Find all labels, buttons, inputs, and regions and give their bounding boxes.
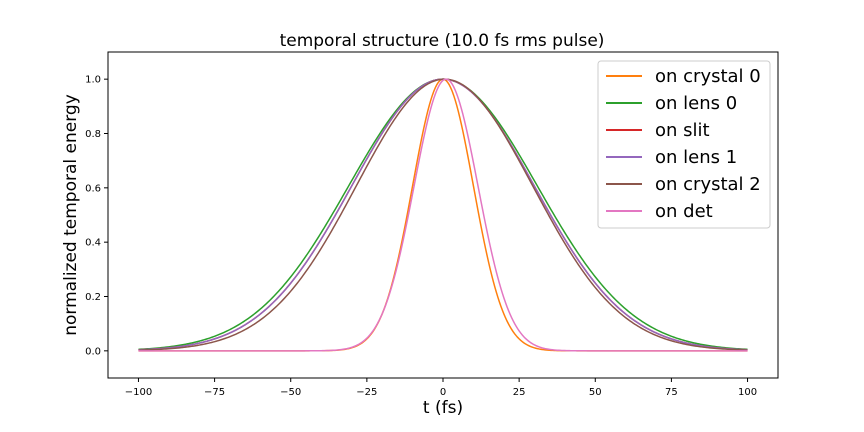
legend-label: on lens 0 — [655, 93, 737, 114]
y-tick-label: 1.0 — [85, 75, 101, 86]
x-tick-label: −50 — [280, 387, 301, 398]
x-tick-label: −100 — [125, 387, 152, 398]
y-tick-label: 0.4 — [85, 238, 101, 249]
y-tick-label: 0.8 — [85, 129, 101, 140]
legend-label: on lens 1 — [655, 147, 737, 168]
legend: on crystal 0 on lens 0 on slit on lens 1 on … — [597, 60, 771, 229]
y-tick-label: 0.6 — [85, 183, 101, 194]
y-axis-label: normalized temporal energy — [61, 94, 81, 336]
x-tick-label: −25 — [356, 387, 377, 398]
legend-label: on det — [655, 201, 713, 222]
y-tick-label: 0.0 — [85, 346, 101, 357]
x-tick-label: −75 — [204, 387, 225, 398]
legend-label: on crystal 0 — [655, 66, 761, 87]
x-tick-label: 0 — [440, 387, 446, 398]
x-tick-label: 100 — [738, 387, 757, 398]
legend-label: on slit — [655, 120, 710, 141]
x-tick-label: 25 — [513, 387, 526, 398]
x-axis: −100 −75 −50 −25 0 25 50 75 100 — [125, 378, 757, 398]
y-tick-label: 0.2 — [85, 292, 101, 303]
series-line-6 — [138, 78, 748, 352]
x-axis-label: t (fs) — [423, 398, 463, 418]
series-lines — [138, 78, 748, 352]
y-axis: 0.0 0.2 0.4 0.6 0.8 1.0 — [85, 75, 108, 357]
plot-area: −100 −75 −50 −25 0 25 50 75 100 0.0 0.2 0.4 0.6 0.8 1… — [85, 51, 779, 398]
x-tick-label: 75 — [665, 387, 678, 398]
x-tick-label: 50 — [589, 387, 602, 398]
chart-title: temporal structure (10.0 fs rms pulse) — [280, 31, 605, 51]
legend-label: on crystal 2 — [655, 174, 761, 195]
series-line-5 — [138, 78, 748, 351]
